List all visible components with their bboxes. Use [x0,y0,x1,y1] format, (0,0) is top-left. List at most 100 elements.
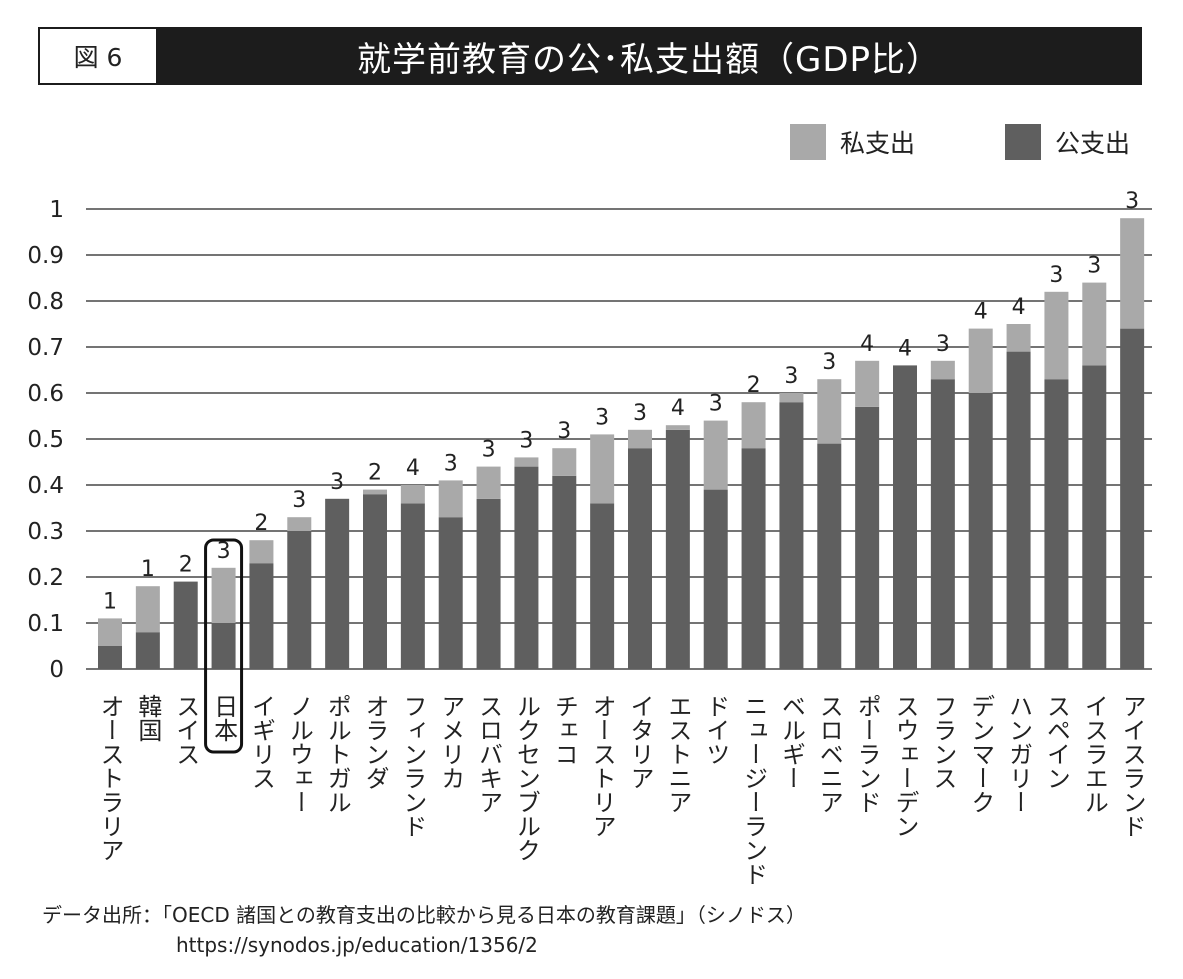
category-label: チェコ [550,694,578,766]
category-label: オーストラリア [96,694,124,862]
bar-value-label: 1 [141,557,155,582]
bar-public [249,563,274,669]
bar-private [930,360,955,380]
bar-public [173,581,198,669]
bar-value-label: 3 [822,350,836,375]
bar-value-label: 3 [595,405,609,430]
legend-public-swatch [1005,124,1041,160]
bar-private [249,540,274,564]
y-tick-label: 0.6 [27,381,64,407]
bar-value-label: 3 [330,470,344,495]
bar-value-label: 3 [1087,254,1101,279]
bar-public [628,448,652,669]
bar-value-label: 2 [747,373,761,398]
category-label: フランス [929,694,957,790]
bar-public [325,498,350,669]
source-url: https://synodos.jp/education/1356/2 [176,933,538,957]
y-tick-label: 0.9 [27,243,64,269]
figure-label: 図 6 [38,27,158,85]
category-label: ノルウェー [285,694,313,814]
bar-value-label: 4 [860,332,874,357]
stacked-bar-chart: 00.10.20.30.40.50.60.70.80.911オーストラリア1韓国… [27,189,1152,886]
y-tick-label: 0.8 [27,289,64,315]
bar-public [98,646,122,669]
category-label: アイスランド [1118,694,1146,838]
category-label: ポルトガル [323,694,351,814]
bar-value-label: 3 [936,332,950,357]
bar-value-label: 4 [406,456,420,481]
highlight-box [204,538,244,754]
y-tick-label: 0.2 [27,565,64,591]
bar-public [552,475,577,669]
bar-value-label: 3 [519,428,533,453]
bar-public [893,365,917,669]
legend-public-label: 公支出 [1055,129,1131,158]
category-label: スイス [172,694,200,766]
category-label: アメリカ [437,694,465,790]
bar-public [817,443,842,669]
bar-value-label: 3 [784,364,798,389]
category-label: イタリア [626,694,654,790]
bar-private [703,420,728,490]
category-label: スロバキア [475,694,503,814]
bar-private [1006,324,1031,352]
category-label: ニュージーランド [740,694,768,886]
category-label: ベルギー [777,694,805,790]
category-label: イギリス [247,694,275,790]
bar-private [438,480,463,518]
bar-value-label: 1 [103,589,117,614]
bar-value-label: 4 [1012,295,1026,320]
bar-value-label: 3 [1125,189,1139,214]
bar-private [779,393,804,403]
category-label: フィンランド [399,694,427,838]
bar-private [628,429,652,449]
bar-private [665,425,690,430]
bar-private [1082,282,1107,366]
bar-private [1120,218,1145,329]
bar-public [855,406,880,669]
category-label: スウェーデン [891,694,919,838]
bar-private [817,379,842,444]
category-label: ドイツ [702,694,730,766]
category-label: ハンガリー [1005,694,1033,814]
y-tick-label: 0.7 [27,335,64,361]
bar-public [438,517,463,669]
bar-private [741,402,766,449]
source-line1: データ出所：「OECD 諸国との教育支出の比較から見る日本の教育課題」（シノドス… [42,903,806,927]
bar-private [514,457,539,467]
bar-private [287,517,312,531]
category-label: 韓国 [134,694,162,742]
category-label: オランダ [361,694,389,790]
bar-private [590,434,615,504]
bar-public [514,466,539,669]
bar-public [1082,365,1107,669]
bar-private [363,489,387,495]
bar-public [665,429,690,669]
category-label: イスラエル [1080,694,1108,814]
bar-private [476,466,501,499]
y-tick-label: 0.1 [27,611,64,637]
bar-value-label: 3 [1049,263,1063,288]
bar-value-label: 4 [974,300,988,325]
y-tick-label: 0.5 [27,427,64,453]
y-tick-label: 0.3 [27,519,64,545]
bar-value-label: 4 [898,336,912,361]
category-label: ポーランド [853,694,881,814]
bar-public [590,503,615,669]
bar-private [552,448,577,476]
y-tick-label: 0.4 [27,473,64,499]
bar-public [363,494,387,669]
category-label: オーストリア [588,694,616,838]
bar-value-label: 4 [671,396,685,421]
bar-private [1044,291,1069,380]
bar-value-label: 2 [368,461,382,486]
bar-public [930,379,955,669]
bar-value-label: 3 [292,488,306,513]
bar-private [135,586,160,633]
bar-value-label: 2 [179,553,193,578]
bar-value-label: 3 [557,419,571,444]
bar-value-label: 3 [482,438,496,463]
bar-value-label: 2 [254,511,268,536]
bar-value-label: 3 [709,392,723,417]
bar-public [211,623,236,669]
